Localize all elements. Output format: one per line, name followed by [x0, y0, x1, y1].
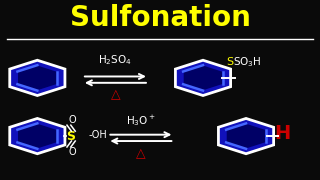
- Text: O: O: [68, 147, 76, 157]
- Text: H: H: [275, 124, 291, 143]
- Polygon shape: [18, 66, 57, 90]
- Text: S: S: [226, 57, 233, 67]
- Polygon shape: [227, 124, 265, 148]
- Text: SO$_3$H: SO$_3$H: [233, 55, 262, 69]
- Text: H$_3$O$^+$: H$_3$O$^+$: [126, 113, 156, 128]
- Polygon shape: [219, 118, 274, 154]
- Text: △: △: [111, 88, 120, 101]
- Polygon shape: [175, 60, 231, 96]
- Text: S: S: [66, 130, 75, 143]
- Polygon shape: [10, 118, 65, 154]
- Text: H$_2$SO$_4$: H$_2$SO$_4$: [99, 53, 132, 67]
- Polygon shape: [10, 60, 65, 96]
- Text: O: O: [68, 115, 76, 125]
- Text: -OH: -OH: [88, 130, 107, 140]
- Text: Sulfonation: Sulfonation: [69, 4, 251, 32]
- Polygon shape: [184, 66, 222, 90]
- Polygon shape: [18, 124, 57, 148]
- Text: △: △: [136, 147, 146, 160]
